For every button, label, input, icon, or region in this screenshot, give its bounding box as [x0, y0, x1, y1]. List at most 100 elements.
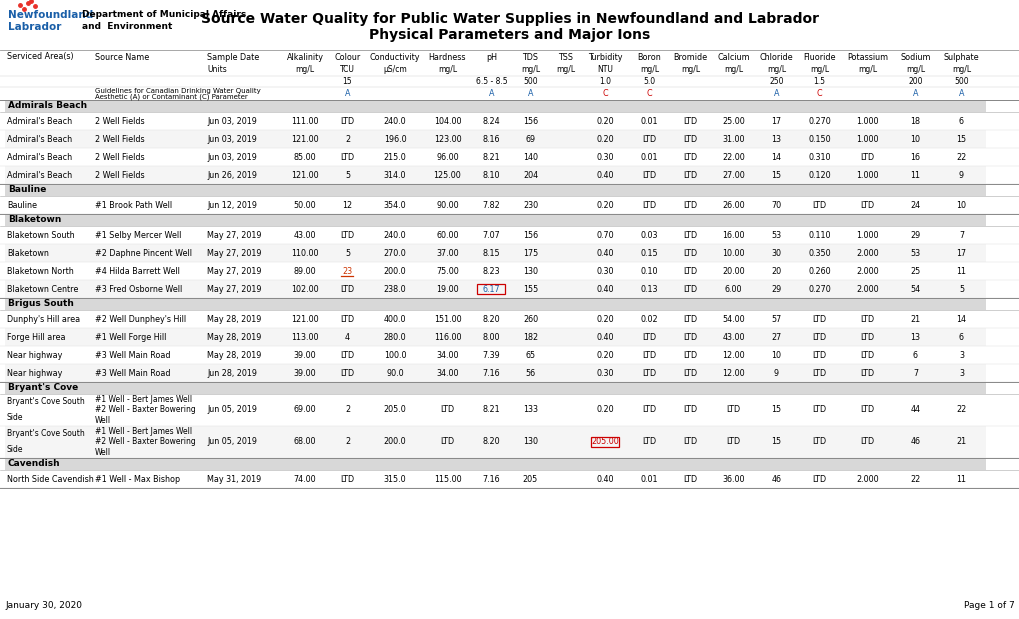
Text: LTD: LTD [860, 368, 873, 378]
Text: Bauline: Bauline [8, 186, 46, 194]
Bar [5, 148, 985, 166]
Text: 111.00: 111.00 [291, 116, 318, 126]
Text: 240.0: 240.0 [383, 230, 406, 240]
Text: #2 Daphne Pincent Well: #2 Daphne Pincent Well [95, 248, 192, 258]
Text: Boron: Boron [637, 53, 660, 61]
Text: 24: 24 [910, 201, 920, 209]
Text: 0.40: 0.40 [596, 332, 613, 342]
Text: Source Water Quality for Public Water Supplies in Newfoundland and Labrador: Source Water Quality for Public Water Su… [201, 12, 818, 26]
Bar [5, 426, 985, 458]
Text: 7.16: 7.16 [482, 475, 500, 483]
Text: 25.00: 25.00 [721, 116, 744, 126]
Text: 54.00: 54.00 [721, 314, 744, 324]
Text: 25: 25 [910, 267, 920, 275]
Bar [5, 382, 985, 394]
Text: 27: 27 [770, 332, 781, 342]
Bar [591, 437, 619, 447]
Text: May 27, 2019: May 27, 2019 [207, 248, 261, 258]
Text: Bauline: Bauline [7, 201, 37, 209]
Text: 39.00: 39.00 [293, 368, 316, 378]
Text: 0.30: 0.30 [596, 368, 613, 378]
Text: 23: 23 [342, 267, 353, 275]
Text: 6: 6 [958, 116, 963, 126]
Text: 205: 205 [523, 475, 538, 483]
Text: 155: 155 [523, 285, 538, 293]
Text: 133: 133 [523, 405, 537, 415]
Text: 11: 11 [956, 475, 966, 483]
Text: Colour: Colour [334, 53, 361, 61]
Text: 22: 22 [956, 152, 966, 162]
Text: TSS: TSS [557, 53, 573, 61]
Text: 96.00: 96.00 [436, 152, 459, 162]
Text: 90.00: 90.00 [436, 201, 459, 209]
Text: 8.20: 8.20 [482, 438, 500, 446]
Bar [5, 280, 985, 298]
Text: LTD: LTD [683, 267, 697, 275]
Text: Bryant's Cove South: Bryant's Cove South [7, 430, 85, 438]
Text: 46: 46 [910, 438, 919, 446]
Text: Forge Hill area: Forge Hill area [7, 332, 65, 342]
Text: 15: 15 [342, 77, 352, 86]
Text: 315.0: 315.0 [383, 475, 406, 483]
Text: #4 Hilda Barrett Well: #4 Hilda Barrett Well [95, 267, 179, 275]
Text: LTD: LTD [726, 405, 740, 415]
Text: May 27, 2019: May 27, 2019 [207, 267, 261, 275]
Text: 354.0: 354.0 [383, 201, 406, 209]
Text: 27.00: 27.00 [721, 170, 744, 180]
Text: North Side Cavendish: North Side Cavendish [7, 475, 94, 483]
Text: Admirals Beach: Admirals Beach [8, 102, 87, 111]
Text: LTD: LTD [340, 152, 355, 162]
Text: mg/L: mg/L [437, 66, 457, 74]
Text: 0.40: 0.40 [596, 170, 613, 180]
Text: A: A [527, 89, 533, 98]
Text: 200.0: 200.0 [383, 267, 406, 275]
Text: Aesthetic (A) or Contaminant (C) Parameter: Aesthetic (A) or Contaminant (C) Paramet… [95, 93, 248, 100]
Text: Admiral's Beach: Admiral's Beach [7, 170, 72, 180]
Text: 31.00: 31.00 [721, 134, 744, 144]
Text: LTD: LTD [683, 248, 697, 258]
Text: Labrador: Labrador [8, 22, 61, 32]
Text: Bromide: Bromide [673, 53, 707, 61]
Text: 0.10: 0.10 [640, 267, 657, 275]
Text: 10.00: 10.00 [721, 248, 744, 258]
Text: Admiral's Beach: Admiral's Beach [7, 116, 72, 126]
Text: Chloride: Chloride [759, 53, 793, 61]
Text: 16.00: 16.00 [721, 230, 744, 240]
Text: Blaketown: Blaketown [7, 248, 49, 258]
Bar [5, 226, 985, 244]
Text: Well: Well [95, 416, 111, 425]
Text: 182: 182 [523, 332, 538, 342]
Text: 0.260: 0.260 [807, 267, 830, 275]
Text: 7.82: 7.82 [482, 201, 500, 209]
Text: 30: 30 [770, 248, 781, 258]
Text: 230: 230 [523, 201, 538, 209]
Text: mg/L: mg/L [555, 66, 575, 74]
Text: 15: 15 [956, 134, 966, 144]
Text: 46: 46 [770, 475, 781, 483]
Text: 12.00: 12.00 [721, 368, 744, 378]
Text: 34.00: 34.00 [436, 368, 459, 378]
Text: LTD: LTD [683, 230, 697, 240]
Text: 6.5 - 8.5: 6.5 - 8.5 [475, 77, 506, 86]
Text: 0.20: 0.20 [596, 314, 613, 324]
Text: mg/L: mg/L [766, 66, 786, 74]
Text: 0.20: 0.20 [596, 116, 613, 126]
Text: LTD: LTD [683, 116, 697, 126]
Text: 200: 200 [907, 77, 922, 86]
Text: 270.0: 270.0 [383, 248, 406, 258]
Text: #1 Well - Bert James Well: #1 Well - Bert James Well [95, 427, 192, 436]
Text: 21: 21 [910, 314, 920, 324]
Text: 69: 69 [525, 134, 535, 144]
Text: May 28, 2019: May 28, 2019 [207, 314, 261, 324]
Text: 215.0: 215.0 [383, 152, 406, 162]
Text: Jun 03, 2019: Jun 03, 2019 [207, 116, 257, 126]
Text: LTD: LTD [812, 475, 825, 483]
Text: LTD: LTD [340, 230, 355, 240]
Text: 0.310: 0.310 [807, 152, 829, 162]
Text: May 28, 2019: May 28, 2019 [207, 350, 261, 360]
Text: 0.110: 0.110 [807, 230, 829, 240]
Bar [5, 130, 985, 148]
Text: 21: 21 [956, 438, 966, 446]
Text: May 27, 2019: May 27, 2019 [207, 230, 261, 240]
Text: #1 Well - Max Bishop: #1 Well - Max Bishop [95, 475, 180, 483]
